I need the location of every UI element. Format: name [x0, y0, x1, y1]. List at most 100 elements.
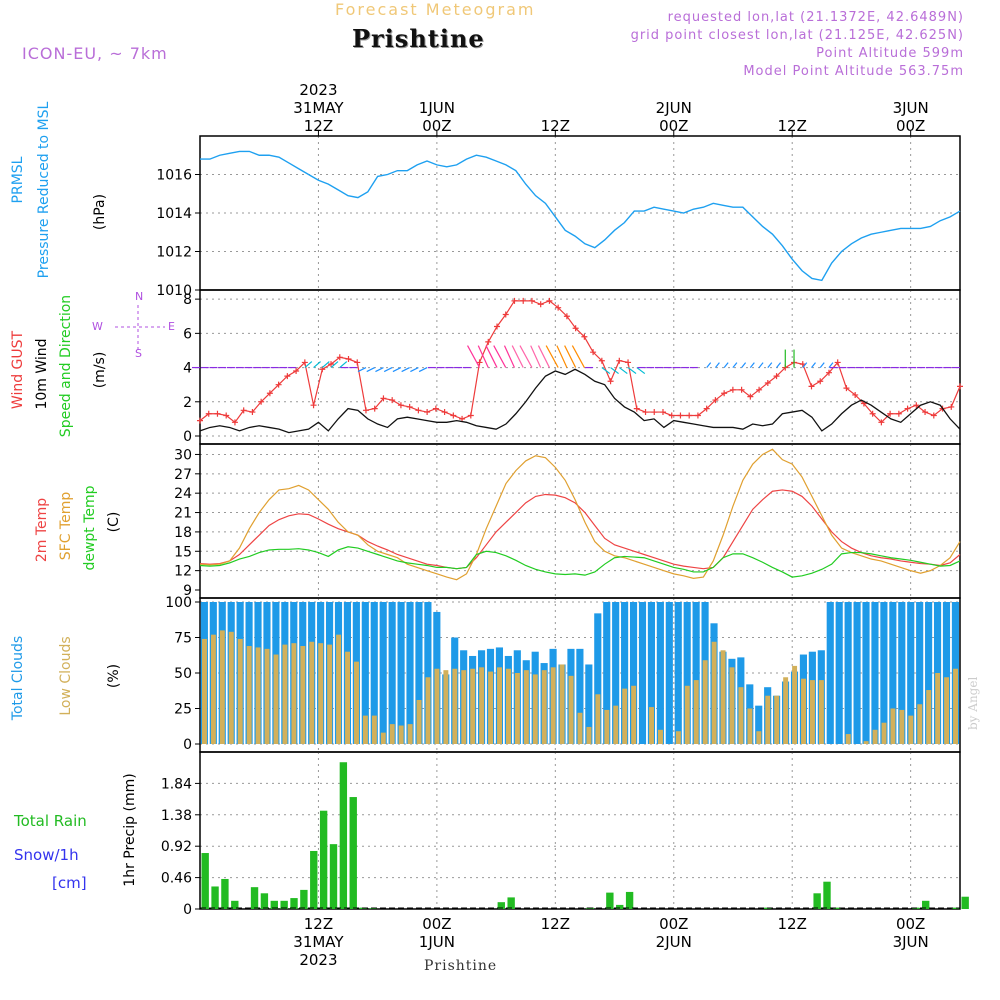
low-cloud-bar	[872, 729, 878, 744]
total-cloud-bar	[665, 602, 673, 744]
wind-gust-marker	[904, 405, 911, 412]
wind-gust-marker	[773, 373, 780, 380]
wind-gust-marker	[852, 391, 859, 398]
rain-bar	[319, 810, 328, 909]
low-cloud-bar	[398, 725, 404, 744]
low-cloud-bar	[541, 670, 547, 744]
rain-bar	[231, 900, 239, 909]
wind-gust-marker	[476, 359, 483, 366]
low-cloud-bar	[801, 678, 806, 744]
low-cloud-bar	[935, 673, 941, 744]
low-cloud-bar	[917, 704, 923, 744]
pressure-line	[200, 150, 961, 282]
low-cloud-bar	[461, 670, 467, 744]
wind-gust-marker	[284, 373, 291, 380]
low-cloud-bar	[845, 734, 851, 744]
low-cloud-bar	[273, 654, 279, 744]
total-cloud-bar	[755, 705, 763, 744]
wind-gust-marker	[432, 405, 439, 412]
low-cloud-bar	[783, 677, 789, 744]
y-tick-label: 6	[183, 326, 192, 342]
wind-gust-marker	[345, 356, 352, 363]
rain-bar	[339, 762, 348, 909]
pressure-axis-title-1: PRMSL	[10, 156, 26, 203]
wind-direction-arrow	[556, 345, 568, 368]
wind-direction-arrow	[802, 362, 808, 368]
y-tick-label: 1.38	[161, 808, 192, 824]
total-cloud-bar	[397, 602, 405, 744]
total-cloud-bar	[576, 648, 584, 744]
wind-direction-arrow	[811, 362, 816, 368]
low-cloud-bar	[810, 680, 815, 744]
wind-gust-marker	[598, 357, 605, 364]
low-cloud-bar	[425, 677, 431, 744]
total-cloud-bar	[612, 602, 620, 744]
wind-gust-marker	[948, 403, 955, 410]
wind-gust-marker	[485, 338, 492, 345]
wind-gust-marker	[729, 386, 736, 393]
wind-gust-marker	[467, 412, 474, 419]
y-tick-label: 1014	[156, 206, 192, 222]
low-cloud-bar	[345, 651, 350, 744]
cloud-axis-title-total: Total Clouds	[10, 636, 26, 721]
rain-bar	[250, 887, 259, 909]
grid-point-location: grid point closest lon,lat (21.125E, 42.…	[630, 28, 964, 43]
wind-gust-marker	[843, 385, 850, 392]
bottom-time-label: 00Z	[422, 915, 451, 933]
low-cloud-bar	[506, 668, 511, 744]
top-time-label: 12Z	[541, 117, 570, 135]
wind-direction-arrow	[767, 362, 773, 368]
wind-direction-arrow	[530, 345, 542, 368]
wind-gust-marker	[756, 386, 763, 393]
wind-gust-marker	[424, 409, 431, 416]
wind-direction-arrow	[366, 367, 375, 373]
wind-gust-marker	[764, 379, 771, 386]
low-cloud-bar	[595, 694, 601, 744]
wind-gust-marker	[528, 297, 535, 304]
bottom-time-label: 12Z	[778, 915, 807, 933]
wind-axis-title-gust: Wind GUST	[10, 330, 26, 409]
total-cloud-bar	[826, 602, 834, 744]
wind-gust-marker	[511, 297, 518, 304]
wind-gust-marker	[371, 405, 378, 412]
wind-gust-marker	[537, 301, 544, 308]
wind-gust-marker	[205, 410, 212, 417]
wind-direction-arrow	[401, 367, 410, 373]
wind-gust-marker	[633, 405, 640, 412]
low-cloud-bar	[649, 707, 654, 744]
low-cloud-bar	[550, 667, 556, 744]
low-cloud-bar	[237, 638, 243, 744]
total-cloud-bar	[647, 602, 655, 744]
low-cloud-bar	[586, 726, 592, 744]
low-cloud-bar	[577, 712, 583, 744]
wind-gust-marker	[834, 359, 841, 366]
wind-gust-marker	[310, 402, 317, 409]
rain-bar	[951, 907, 959, 909]
rain-bar	[221, 878, 229, 909]
total-cloud-bar	[629, 602, 638, 744]
chart-subtitle: Forecast Meteogram	[335, 0, 536, 19]
wind-gust-marker	[223, 412, 230, 419]
wind-gust-marker	[581, 333, 588, 340]
low-cloud-bar	[309, 641, 315, 744]
wind-gust-marker	[869, 410, 876, 417]
wind-direction-arrow	[819, 362, 825, 368]
wind-gust-marker	[738, 386, 745, 393]
wind-gust-marker	[546, 297, 553, 304]
low-cloud-bar	[479, 667, 485, 744]
wind-gust-marker	[703, 405, 710, 412]
wind-gust-marker	[607, 378, 614, 385]
top-time-label: 3JUN	[893, 99, 929, 117]
total-cloud-bar	[406, 602, 414, 744]
wind-direction-arrow	[537, 345, 550, 368]
total-cloud-bar	[415, 602, 423, 744]
y-tick-label: 18	[174, 525, 192, 541]
bottom-time-label: 2JUN	[656, 933, 692, 951]
low-cloud-bar	[300, 646, 306, 744]
wind-direction-arrow	[610, 367, 619, 375]
low-cloud-bar	[568, 675, 574, 744]
low-cloud-bar	[264, 648, 270, 744]
total-cloud-bar	[683, 602, 691, 744]
temp-line-1	[199, 448, 961, 581]
low-cloud-bar	[416, 699, 422, 744]
